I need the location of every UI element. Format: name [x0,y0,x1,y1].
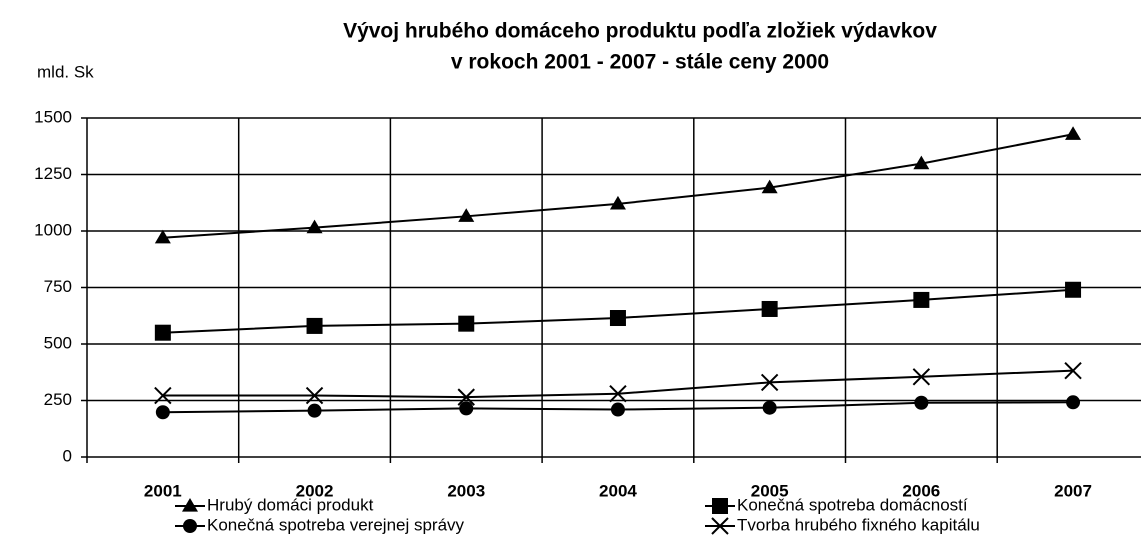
marker [1066,395,1081,410]
x-tick-label: 2005 [751,481,789,500]
x-tick-label: 2004 [599,481,637,500]
marker [609,195,626,210]
x-tick-label: 2006 [902,481,940,500]
y-axis-label: mld. Sk [37,62,94,81]
marker [154,324,171,341]
marker [154,386,172,405]
marker [609,310,626,327]
marker [459,401,474,416]
chart-title: v rokoch 2001 - 2007 - stále ceny 2000 [451,51,829,74]
chart-title: Vývoj hrubého domáceho produktu podľa zl… [343,20,937,43]
marker [761,300,778,317]
y-tick-label: 750 [44,277,72,296]
marker [305,386,324,405]
marker [1064,361,1082,380]
marker [761,179,778,194]
marker [183,519,197,533]
x-tick-label: 2007 [1054,481,1092,500]
marker [306,219,323,234]
x-tick-label: 2001 [144,481,182,500]
marker [712,498,728,514]
marker [762,400,777,415]
y-tick-label: 0 [63,446,72,465]
marker [1065,281,1082,298]
marker [914,395,929,410]
marker [913,291,930,308]
legend-label: Konečná spotreba domácností [737,495,968,514]
marker [711,517,729,535]
marker [912,368,931,386]
marker [306,317,323,334]
series-line [162,133,1074,239]
marker [182,498,198,512]
marker [458,208,475,222]
marker [155,405,170,420]
x-tick-label: 2003 [447,481,485,500]
legend-label: Hrubý domáci produkt [207,495,374,514]
y-tick-label: 1250 [34,164,72,183]
y-tick-label: 250 [44,390,72,409]
marker [457,388,475,406]
y-tick-label: 1500 [34,107,72,126]
x-tick-label: 2002 [296,481,334,500]
y-tick-label: 500 [44,333,72,352]
marker [913,155,930,170]
marker [154,229,171,244]
marker [609,385,627,403]
marker [458,315,475,332]
marker [1065,126,1082,140]
marker [610,402,625,417]
marker [760,373,779,392]
legend-label: Konečná spotreba verejnej správy [207,515,465,534]
marker [307,403,322,418]
legend-label: Tvorba hrubého fixného kapitálu [737,515,980,534]
y-tick-label: 1000 [34,220,72,239]
